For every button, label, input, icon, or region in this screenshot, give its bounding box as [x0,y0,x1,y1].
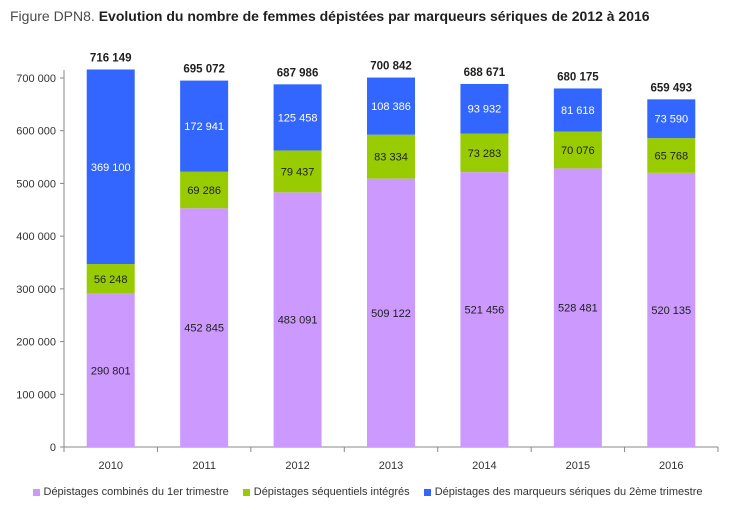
y-tick-label: 400 000 [16,231,56,243]
bar-segment [460,133,509,173]
figure-title-text: Evolution du nombre de femmes dépistées … [98,8,650,24]
y-tick-label: 300 000 [16,284,56,296]
bar-segment [180,171,229,209]
data-label: 73 283 [468,148,502,160]
chart-legend: Dépistages combinés du 1er trimestre Dépi… [0,486,735,498]
data-label: 56 248 [94,274,128,286]
data-label: 69 286 [187,185,221,197]
data-label: 290 801 [91,365,131,377]
x-tick-label: 2014 [472,460,496,472]
data-label: 520 135 [651,305,691,317]
x-tick-label: 2010 [98,460,122,472]
data-label: 521 456 [465,305,505,317]
data-label: 509 122 [371,308,411,320]
bar-segment [553,168,602,447]
legend-swatch [32,488,40,496]
bar-segment [367,77,415,135]
legend-swatch [423,488,431,496]
y-tick-label: 600 000 [16,126,56,138]
bar-segment [86,293,135,447]
bar-segment [647,138,696,173]
data-label: 81 618 [561,105,595,117]
data-label: 108 386 [371,101,411,113]
total-label: 700 842 [370,61,412,73]
bar-segment [460,172,509,447]
bar-segment [273,84,322,151]
total-label: 659 493 [650,82,692,94]
bar-segment [86,69,135,265]
total-label: 695 072 [183,64,225,76]
bar-segment [647,99,696,139]
data-label: 65 768 [654,150,688,162]
data-label: 79 437 [281,166,315,178]
total-label: 688 671 [464,67,506,79]
legend-label: Dépistages des marqueurs sériques du 2èm… [434,486,703,498]
total-label: 716 149 [90,52,132,64]
data-label: 452 845 [184,323,224,335]
y-tick-label: 100 000 [16,389,56,401]
data-label: 483 091 [278,315,318,327]
bar-segment [273,192,322,447]
bar-segment [86,264,135,294]
bar-segment [180,80,229,172]
x-tick-label: 2012 [285,460,309,472]
bar-segment [273,150,322,193]
legend-swatch [242,488,250,496]
total-label: 687 986 [277,67,319,79]
total-label: 680 175 [557,71,599,83]
y-tick-label: 200 000 [16,337,56,349]
bar-segment [647,172,696,447]
bar-segment [553,131,602,169]
data-label: 70 076 [561,145,595,157]
x-tick-label: 2011 [192,460,216,472]
bar-segment [367,134,415,179]
data-label: 93 932 [468,104,502,116]
data-label: 125 458 [278,112,318,124]
legend-item: Dépistages combinés du 1er trimestre [32,486,229,498]
data-label: 73 590 [654,114,688,126]
y-tick-label: 500 000 [16,178,56,190]
figure-label: Figure DPN8. [10,8,95,24]
bar-segment [180,208,229,447]
x-tick-label: 2013 [379,460,403,472]
y-tick-label: 0 [50,442,56,454]
data-label: 83 334 [374,152,408,164]
data-label: 172 941 [184,121,224,133]
data-label: 369 100 [91,162,131,174]
bar-segment [460,83,509,134]
bar-segment [553,88,602,132]
x-tick-label: 2015 [566,460,590,472]
bar-segment [367,178,415,447]
legend-label: Dépistages séquentiels intégrés [253,486,410,498]
figure-title: Figure DPN8. Evolution du nombre de femm… [10,8,650,24]
data-label: 528 481 [558,303,598,315]
legend-item: Dépistages séquentiels intégrés [242,486,410,498]
x-tick-label: 2016 [659,460,683,472]
legend-label: Dépistages combinés du 1er trimestre [43,486,229,498]
legend-item: Dépistages des marqueurs sériques du 2èm… [423,486,703,498]
y-tick-label: 700 000 [16,73,56,85]
